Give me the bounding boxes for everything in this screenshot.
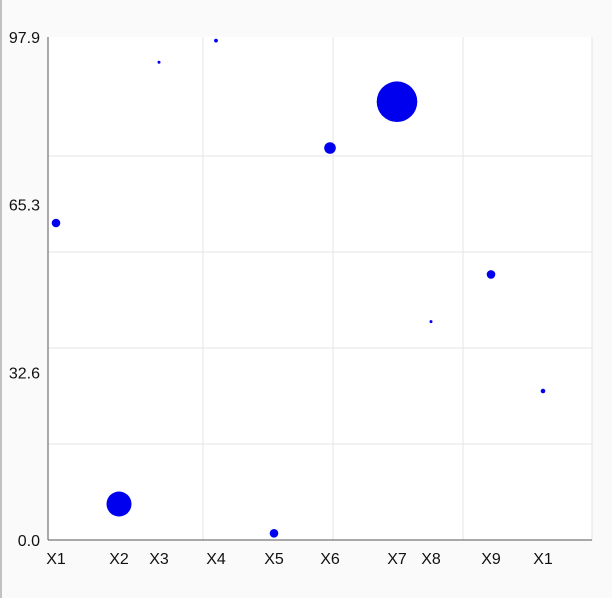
data-point-5 (269, 529, 279, 538)
plot-area (48, 37, 592, 540)
data-point-2 (106, 491, 132, 517)
x-tick-label-7: X7 (387, 551, 407, 568)
tick-labels: 0.0 32.6 65.3 97.9 X1 X2 X3 X4 X5 X6 X7 X8 X9 X1 (9, 30, 553, 568)
y-tick-label-3: 65.3 (9, 198, 40, 215)
x-tick-label-5: X5 (264, 551, 284, 568)
x-tick-label-6: X6 (320, 551, 340, 568)
grid-lines (48, 37, 593, 540)
data-point-9 (486, 270, 496, 279)
data-point-3 (157, 60, 161, 64)
y-tick-label-4: 97.9 (9, 30, 40, 47)
data-point-7 (376, 81, 418, 122)
data-point-8 (429, 320, 433, 324)
x-tick-label-10: X1 (533, 551, 553, 568)
data-point-1 (51, 218, 61, 228)
y-tick-label-1: 0.0 (18, 533, 40, 550)
data-points (51, 38, 546, 538)
x-tick-label-3: X3 (149, 551, 169, 568)
x-tick-label-9: X9 (481, 551, 501, 568)
data-point-6 (324, 142, 336, 154)
x-tick-label-8: X8 (421, 551, 441, 568)
x-tick-label-4: X4 (206, 551, 226, 568)
data-point-4 (214, 38, 218, 43)
x-tick-label-2: X2 (109, 551, 129, 568)
x-tick-label-1: X1 (46, 551, 66, 568)
data-point-10 (540, 388, 546, 394)
y-tick-label-2: 32.6 (9, 366, 40, 383)
